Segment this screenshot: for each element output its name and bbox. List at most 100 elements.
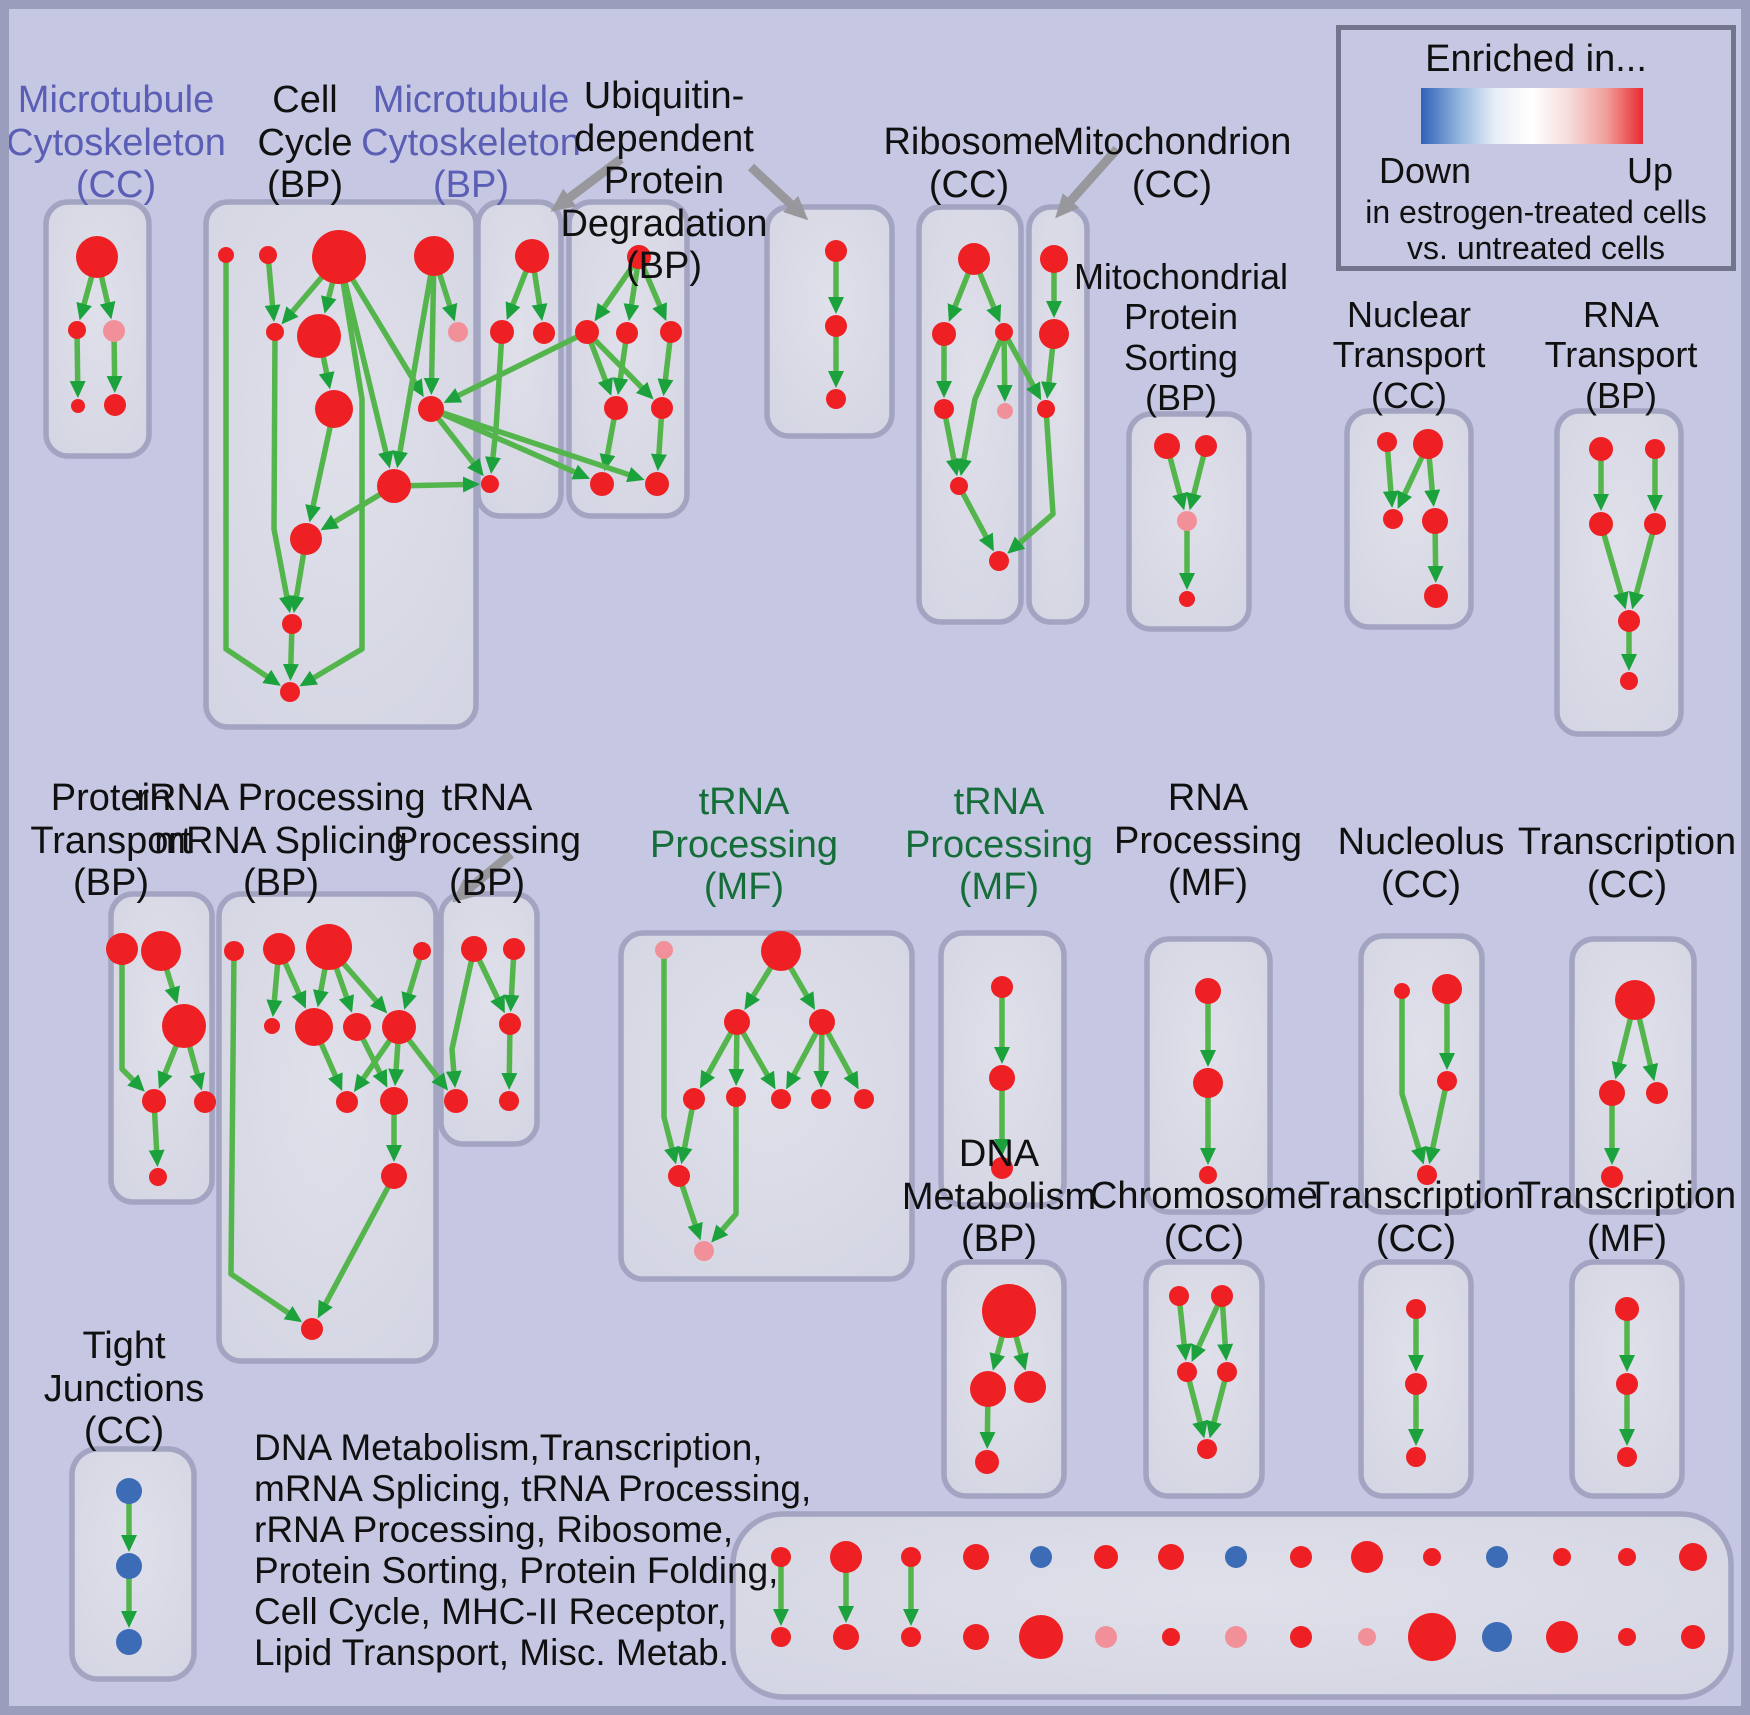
node — [1437, 1071, 1457, 1091]
node — [1646, 1082, 1668, 1104]
node — [224, 941, 244, 961]
node — [1645, 439, 1665, 459]
node — [1377, 432, 1397, 452]
edge-arrow — [271, 331, 295, 614]
node — [461, 936, 487, 962]
node — [997, 403, 1013, 419]
node — [590, 472, 614, 496]
edge-arrow — [223, 255, 281, 686]
node — [982, 1284, 1036, 1338]
cluster-box-prottrans — [108, 891, 215, 1205]
label-tight-junctions: Tight Junctions (CC) — [43, 1325, 205, 1453]
node — [771, 1547, 791, 1567]
node — [1546, 1621, 1578, 1653]
node — [963, 1624, 989, 1650]
node — [958, 243, 990, 275]
node — [142, 1089, 166, 1113]
label-protein-transport: Protein Transport (BP) — [30, 777, 192, 905]
node — [377, 469, 411, 503]
node — [266, 323, 284, 341]
node — [1290, 1546, 1312, 1568]
edge-arrow — [119, 949, 145, 1092]
node — [104, 394, 126, 416]
label-transcription-cc-bottom: Transcription (CC) — [1306, 1175, 1526, 1260]
node — [1290, 1626, 1312, 1648]
label-cell-cycle: Cell Cycle (BP) — [257, 79, 353, 207]
node — [970, 1371, 1006, 1407]
cluster-box-rnatrans — [1554, 408, 1684, 737]
node — [301, 1318, 323, 1340]
edge-arrow — [430, 406, 645, 483]
legend-subtitle-1: in estrogen-treated cells — [1365, 194, 1707, 230]
label-chromosome: Chromosome (CC) — [1089, 1175, 1319, 1260]
node — [116, 1553, 142, 1579]
node — [989, 551, 1009, 571]
node — [259, 246, 277, 264]
label-trna-processing-bp: tRNA Processing (BP) — [393, 777, 581, 905]
node — [991, 1157, 1013, 1179]
cluster-box-transccmid — [1569, 936, 1697, 1215]
node — [604, 396, 628, 420]
node — [515, 239, 549, 273]
node — [1394, 983, 1410, 999]
node — [1681, 1625, 1705, 1649]
node — [116, 1478, 142, 1504]
node — [724, 1009, 750, 1035]
node — [381, 1163, 407, 1189]
node — [218, 247, 234, 263]
node — [660, 321, 682, 343]
node — [901, 1547, 921, 1567]
node — [726, 1087, 746, 1107]
node — [1199, 1166, 1217, 1184]
node — [264, 1018, 280, 1034]
node — [825, 315, 847, 337]
callout-arrow — [1055, 146, 1121, 219]
node — [1030, 1546, 1052, 1568]
network-svg — [43, 146, 1734, 1700]
label-transcription-mf: Transcription (MF) — [1517, 1175, 1737, 1260]
edge-arrow — [955, 330, 1007, 477]
node — [315, 390, 353, 428]
node — [1615, 1297, 1639, 1321]
node — [1553, 1548, 1571, 1566]
node — [934, 399, 954, 419]
legend-subtitle-2: vs. untreated cells — [1407, 230, 1665, 266]
node — [533, 322, 555, 344]
node — [761, 931, 801, 971]
node — [1154, 433, 1180, 459]
label-mitochondrion: Mitochondrion (CC) — [1052, 121, 1292, 206]
node — [297, 314, 341, 358]
legend-gradient-bar — [1421, 88, 1643, 144]
node — [503, 938, 525, 960]
label-microtubule-cytoskeleton-bp: Microtubule Cytoskeleton (BP) — [361, 79, 581, 207]
node — [1037, 400, 1055, 418]
node — [830, 1541, 862, 1573]
misc-categories-note: DNA Metabolism,Transcription, mRNA Splic… — [254, 1427, 812, 1673]
node — [1601, 1166, 1623, 1188]
node — [1405, 1373, 1427, 1395]
node — [306, 924, 352, 970]
node — [162, 1004, 206, 1048]
legend-down-label: Down — [1379, 150, 1472, 191]
edge-arrow — [1001, 330, 1042, 401]
node — [1432, 974, 1462, 1004]
node — [575, 320, 599, 344]
node — [995, 323, 1013, 341]
node — [499, 1091, 519, 1111]
edge-arrow — [996, 331, 1013, 402]
node — [1158, 1544, 1184, 1570]
node — [290, 523, 322, 555]
node — [1417, 1165, 1437, 1185]
edge-arrow — [392, 255, 437, 469]
node — [950, 477, 968, 495]
label-ribosome: Ribosome (CC) — [883, 121, 1055, 206]
node — [1019, 1615, 1063, 1659]
node — [1193, 1068, 1223, 1098]
edge-arrow — [1399, 991, 1427, 1165]
node — [771, 1627, 791, 1647]
node — [811, 1089, 831, 1109]
node — [1617, 1447, 1637, 1467]
node — [71, 399, 85, 413]
node — [263, 933, 295, 965]
